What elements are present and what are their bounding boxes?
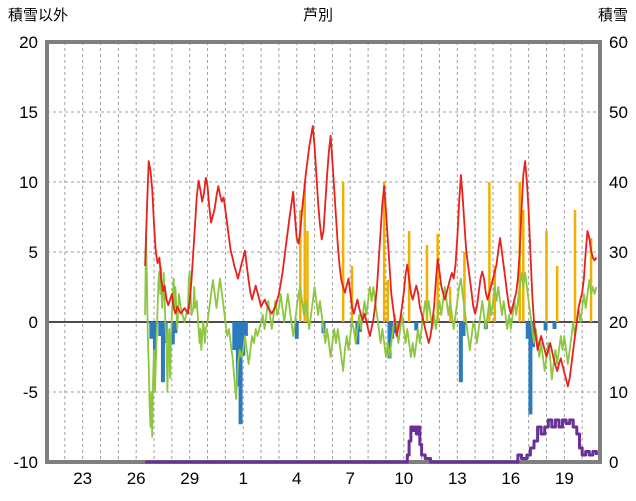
left-axis-tick-label: 0 bbox=[29, 313, 38, 332]
right-axis-tick-label: 30 bbox=[609, 243, 628, 262]
right-axis-tick-label: 60 bbox=[609, 33, 628, 52]
right-axis-tick-label: 10 bbox=[609, 383, 628, 402]
x-axis-tick-label: 7 bbox=[346, 469, 355, 488]
x-axis-tick-label: 26 bbox=[127, 469, 146, 488]
left-axis-tick-label: 20 bbox=[19, 33, 38, 52]
chart-title: 芦別 bbox=[302, 7, 333, 24]
x-axis-tick-label: 1 bbox=[238, 469, 247, 488]
right-axis-tick-label: 40 bbox=[609, 173, 628, 192]
x-axis-tick-label: 23 bbox=[73, 469, 92, 488]
x-axis-tick-label: 19 bbox=[555, 469, 574, 488]
right-axis-title: 積雪 bbox=[597, 7, 628, 24]
left-axis-tick-label: -5 bbox=[23, 383, 38, 402]
x-axis-tick-label: 13 bbox=[448, 469, 467, 488]
left-axis-tick-label: 5 bbox=[29, 243, 38, 262]
x-axis-tick-label: 4 bbox=[292, 469, 301, 488]
x-axis-tick-label: 10 bbox=[394, 469, 413, 488]
x-axis-tick-label: 29 bbox=[180, 469, 199, 488]
left-axis-tick-label: 15 bbox=[19, 103, 38, 122]
left-axis-tick-label: -10 bbox=[13, 453, 38, 472]
left-axis-title: 積雪以外 bbox=[8, 7, 69, 24]
right-axis-tick-label: 0 bbox=[609, 453, 618, 472]
red-line bbox=[144, 125, 598, 388]
right-axis-tick-label: 20 bbox=[609, 313, 628, 332]
x-axis-tick-label: 16 bbox=[501, 469, 520, 488]
purple-line bbox=[145, 418, 598, 464]
left-axis-tick-label: 10 bbox=[19, 173, 38, 192]
right-axis-tick-label: 50 bbox=[609, 103, 628, 122]
